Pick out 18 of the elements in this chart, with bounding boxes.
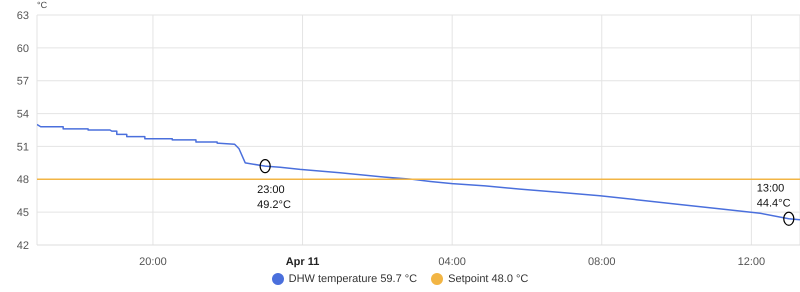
x-tick-label: 20:00 [139,256,167,268]
annotation: 23:00 49.2°C [257,184,291,212]
y-tick-label: 48 [16,174,29,186]
x-tick-label: Apr 11 [286,256,320,268]
y-tick-label: 63 [16,10,29,22]
y-tick-label: 60 [16,42,29,55]
legend-label: Setpoint 48.0 °C [448,273,528,285]
x-tick-label: 12:00 [738,256,766,268]
y-tick-label: 57 [16,76,29,88]
y-axis-title: °C [37,0,48,10]
x-tick-label: 08:00 [588,256,616,268]
x-tick-label: 04:00 [438,256,466,268]
annotation: 13:00 44.4°C [756,182,791,210]
y-tick-label: 54 [16,108,29,120]
y-tick-label: 51 [16,141,29,154]
legend-label: DHW temperature 59.7 °C [288,273,418,285]
y-tick-label: 42 [16,240,29,252]
y-tick-label: 45 [16,207,29,220]
